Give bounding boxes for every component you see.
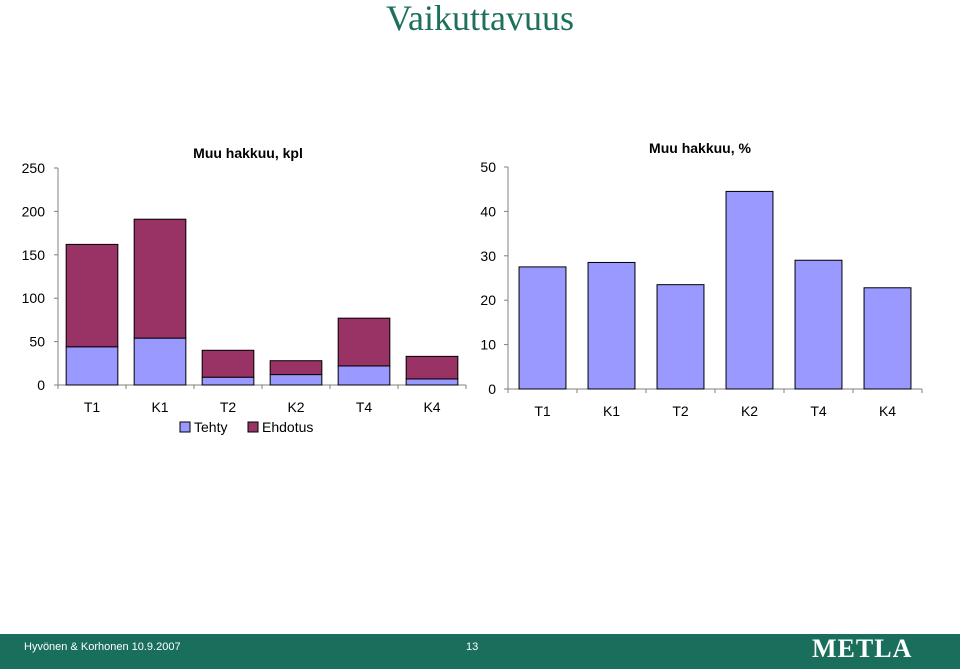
y-tick-label: 200 <box>22 203 46 219</box>
x-tick-label: T1 <box>84 399 101 415</box>
y-tick-label: 0 <box>37 377 45 393</box>
bar-ehdotus-t1 <box>65 243 119 348</box>
x-tick-label: K4 <box>879 403 896 419</box>
x-tick-label: K1 <box>151 399 168 415</box>
y-tick-label: 250 <box>22 160 46 176</box>
x-tick-label: K1 <box>603 403 620 419</box>
bar-value-t4 <box>794 259 843 390</box>
bar-ehdotus-t2 <box>201 349 255 378</box>
legend-label-tehty: Tehty <box>194 419 227 435</box>
chart-muu-hakkuu-kpl: Muu hakkuu, kpl 0 50 100 150 200 250 T1 K1 T2 K2 T4… <box>22 145 467 435</box>
legend-label-ehdotus: Ehdotus <box>262 419 313 435</box>
x-tick-label: T2 <box>672 403 689 419</box>
footer-bar: Hyvönen & Korhonen 10.9.2007 13 METLA <box>0 634 960 669</box>
chart-title: Muu hakkuu, % <box>649 140 751 156</box>
chart-title: Muu hakkuu, kpl <box>193 145 303 161</box>
y-tick-label: 50 <box>29 334 45 350</box>
chart-muu-hakkuu-percent: Muu hakkuu, % 0 10 20 30 40 50 T1 K1 T2 K2 T4 K4 <box>480 140 923 419</box>
y-tick-label: 40 <box>480 203 496 219</box>
slide-title: Vaikuttavuus <box>386 0 574 38</box>
legend-swatch-ehdotus <box>247 421 259 433</box>
bar-ehdotus-t4 <box>337 317 391 367</box>
footer-author: Hyvönen & Korhonen 10.9.2007 <box>24 641 181 653</box>
legend-swatch-tehty <box>179 421 191 433</box>
bar-tehty-t1 <box>65 346 119 386</box>
bar-tehty-k1 <box>133 337 187 386</box>
y-tick-label: 20 <box>480 292 496 308</box>
bar-value-k1 <box>587 261 636 390</box>
x-tick-label: T4 <box>810 403 827 419</box>
x-tick-label: T1 <box>534 403 551 419</box>
bar-ehdotus-k4 <box>405 355 459 380</box>
bar-value-t2 <box>656 284 705 390</box>
y-tick-label: 100 <box>22 290 46 306</box>
y-tick-label: 0 <box>488 381 496 397</box>
y-tick-label: 10 <box>480 337 496 353</box>
y-tick-label: 30 <box>480 248 496 264</box>
page-number: 13 <box>466 641 479 653</box>
bar-value-k4 <box>863 287 912 390</box>
x-tick-label: K2 <box>287 399 304 415</box>
bar-ehdotus-k1 <box>133 218 187 339</box>
x-tick-label: K4 <box>423 399 440 415</box>
x-tick-label: T4 <box>356 399 373 415</box>
metla-logo: METLA <box>812 634 913 663</box>
bar-value-k2 <box>725 190 774 390</box>
x-tick-label: T2 <box>220 399 237 415</box>
y-tick-label: 50 <box>480 159 496 175</box>
x-tick-label: K2 <box>741 403 758 419</box>
bar-ehdotus-k2 <box>269 360 323 376</box>
y-tick-label: 150 <box>22 247 46 263</box>
bar-value-t1 <box>518 266 567 390</box>
